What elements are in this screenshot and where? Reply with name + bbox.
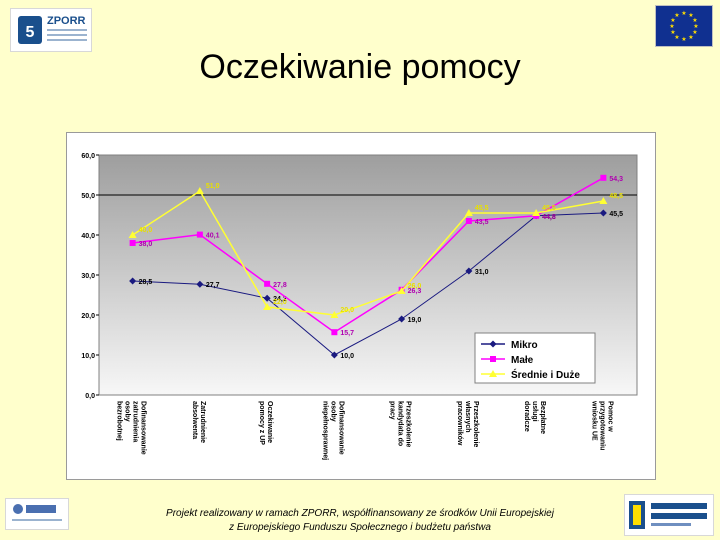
data-point	[263, 303, 272, 310]
y-tick-label: 40,0	[81, 233, 95, 240]
eps-logo-icon	[12, 504, 62, 521]
european-house-logo	[624, 494, 714, 536]
data-point	[263, 294, 271, 302]
data-point	[331, 329, 338, 336]
data-label: 27,7	[206, 282, 220, 289]
data-label: 44,8	[542, 214, 556, 221]
data-point	[196, 231, 203, 238]
european-house-logo-icon	[629, 501, 707, 529]
data-point	[129, 240, 136, 246]
logo-brand-text: ZPORR	[47, 15, 86, 27]
data-point	[465, 218, 472, 224]
x-tick-label: Bezpłatneusługidoradcze	[523, 401, 546, 434]
data-point	[600, 174, 607, 181]
svg-text:★: ★	[693, 23, 698, 30]
data-label: 28,5	[139, 279, 153, 286]
svg-text:★: ★	[681, 36, 686, 43]
legend-label: Małe	[511, 355, 534, 366]
x-tick-label: Oczekiwaniepomocy z UP	[258, 401, 273, 445]
svg-text:★: ★	[688, 12, 693, 19]
svg-text:★: ★	[681, 10, 686, 17]
data-label: 24,2	[273, 296, 287, 303]
svg-text:★: ★	[674, 34, 679, 41]
zporr-logo: 5 ZPORR	[10, 8, 92, 52]
data-label: 22,0	[273, 299, 287, 306]
y-tick-label: 30,0	[81, 273, 95, 280]
y-tick-label: 60,0	[81, 153, 95, 160]
series-line-0	[132, 212, 604, 356]
footer-text: Projekt realizowany w ramach ZPORR, wspó…	[130, 507, 590, 535]
data-label: 26,0	[408, 283, 422, 290]
data-label: 43,5	[475, 219, 489, 226]
legend-marker	[489, 340, 497, 348]
data-label: 44,8	[542, 214, 556, 221]
data-label: 26,3	[408, 288, 422, 295]
data-point	[464, 209, 473, 216]
data-label: 27,8	[273, 282, 287, 289]
x-tick-label: Przeszkoleniekandydata dopracy	[389, 401, 412, 447]
series-line-1	[132, 177, 604, 334]
svg-text:5: 5	[26, 24, 35, 41]
y-tick-label: 50,0	[81, 193, 95, 200]
series-line-2	[132, 189, 604, 316]
data-point	[398, 315, 406, 323]
eps-logo	[5, 498, 69, 530]
data-point	[264, 280, 271, 287]
data-label: 45,5	[542, 205, 556, 212]
x-tick-label: Przeszkoleniewłasnychpracowników	[456, 400, 479, 447]
data-point	[195, 187, 204, 194]
data-label: 40,0	[139, 227, 153, 234]
data-point	[196, 280, 204, 288]
footer-line-1: Projekt realizowany w ramach ZPORR, wspó…	[166, 508, 554, 519]
svg-text:★: ★	[669, 23, 674, 30]
line-chart: 0,0 10,0 20,0 30,0 40,0 50,0 60,0 Dofinansowani…	[81, 153, 638, 460]
legend-marker	[489, 370, 497, 377]
svg-text:★: ★	[688, 34, 693, 41]
page-title: Oczekiwanie pomocy	[199, 48, 521, 86]
x-tick-label: Dofinansowaniezatrudnieniaosobybezrobotn…	[116, 401, 147, 455]
data-label: 54,3	[609, 176, 623, 183]
data-point	[599, 209, 607, 217]
data-label: 10,0	[340, 353, 354, 360]
logo-subtext-lines	[47, 29, 87, 44]
legend-marker	[490, 356, 496, 362]
data-label: 31,0	[475, 269, 489, 276]
data-point	[128, 231, 137, 238]
svg-text:★: ★	[692, 29, 697, 36]
data-point	[397, 287, 406, 294]
data-point	[330, 351, 338, 359]
zporr-mark-icon: 5	[18, 16, 42, 44]
y-tick-label: 20,0	[81, 313, 95, 320]
data-point	[330, 311, 339, 318]
data-label: 19,0	[408, 317, 422, 324]
data-label: 51,0	[206, 183, 220, 190]
data-label: 20,0	[340, 307, 354, 314]
chart-frame: 0,0 10,0 20,0 30,0 40,0 50,0 60,0 Dofinansowani…	[66, 132, 656, 480]
x-tick-label: Pomoc wprzygotowaniuwniosku UE	[590, 400, 613, 450]
data-point	[532, 209, 541, 216]
data-label: 48,5	[609, 193, 623, 200]
y-tick-label: 10,0	[81, 353, 95, 360]
svg-text:★: ★	[670, 29, 675, 36]
eu-flag-icon: ★ ★★ ★★★ ★★★ ★★★	[655, 5, 713, 47]
data-label: 40,1	[206, 233, 220, 240]
svg-text:★: ★	[674, 12, 679, 19]
footer-line-2: z Europejskiego Funduszu Społecznego i b…	[229, 522, 491, 533]
data-label: 15,7	[340, 330, 354, 337]
legend-label: Mikro	[511, 340, 538, 351]
y-tick-label: 0,0	[85, 393, 95, 400]
data-label: 45,5	[475, 205, 489, 212]
x-tick-label: Zatrudnienieabsolwenta	[191, 401, 206, 443]
x-tick-label: Dofinansowanieosobyniepełnosprawnej	[321, 401, 344, 460]
svg-text:★: ★	[670, 17, 675, 24]
data-point	[465, 267, 473, 275]
data-label: 38,0	[139, 241, 153, 248]
legend-label: Średnie i Duże	[511, 368, 580, 381]
data-label: 45,5	[609, 211, 623, 218]
svg-text:★: ★	[692, 17, 697, 24]
data-point	[599, 197, 608, 204]
data-point	[129, 277, 137, 285]
